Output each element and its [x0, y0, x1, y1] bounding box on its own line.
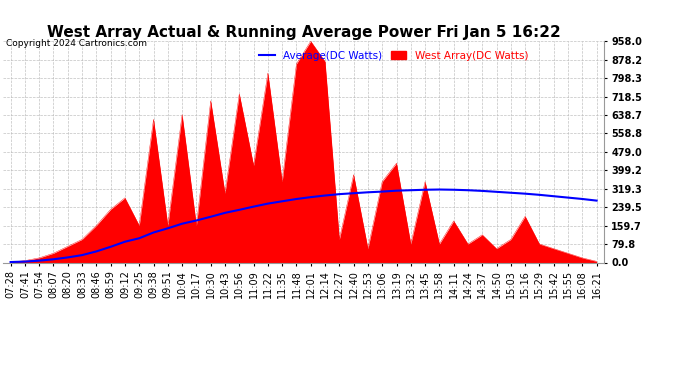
Title: West Array Actual & Running Average Power Fri Jan 5 16:22: West Array Actual & Running Average Powe…	[47, 25, 560, 40]
Legend: Average(DC Watts), West Array(DC Watts): Average(DC Watts), West Array(DC Watts)	[255, 46, 532, 65]
Text: Copyright 2024 Cartronics.com: Copyright 2024 Cartronics.com	[6, 39, 146, 48]
